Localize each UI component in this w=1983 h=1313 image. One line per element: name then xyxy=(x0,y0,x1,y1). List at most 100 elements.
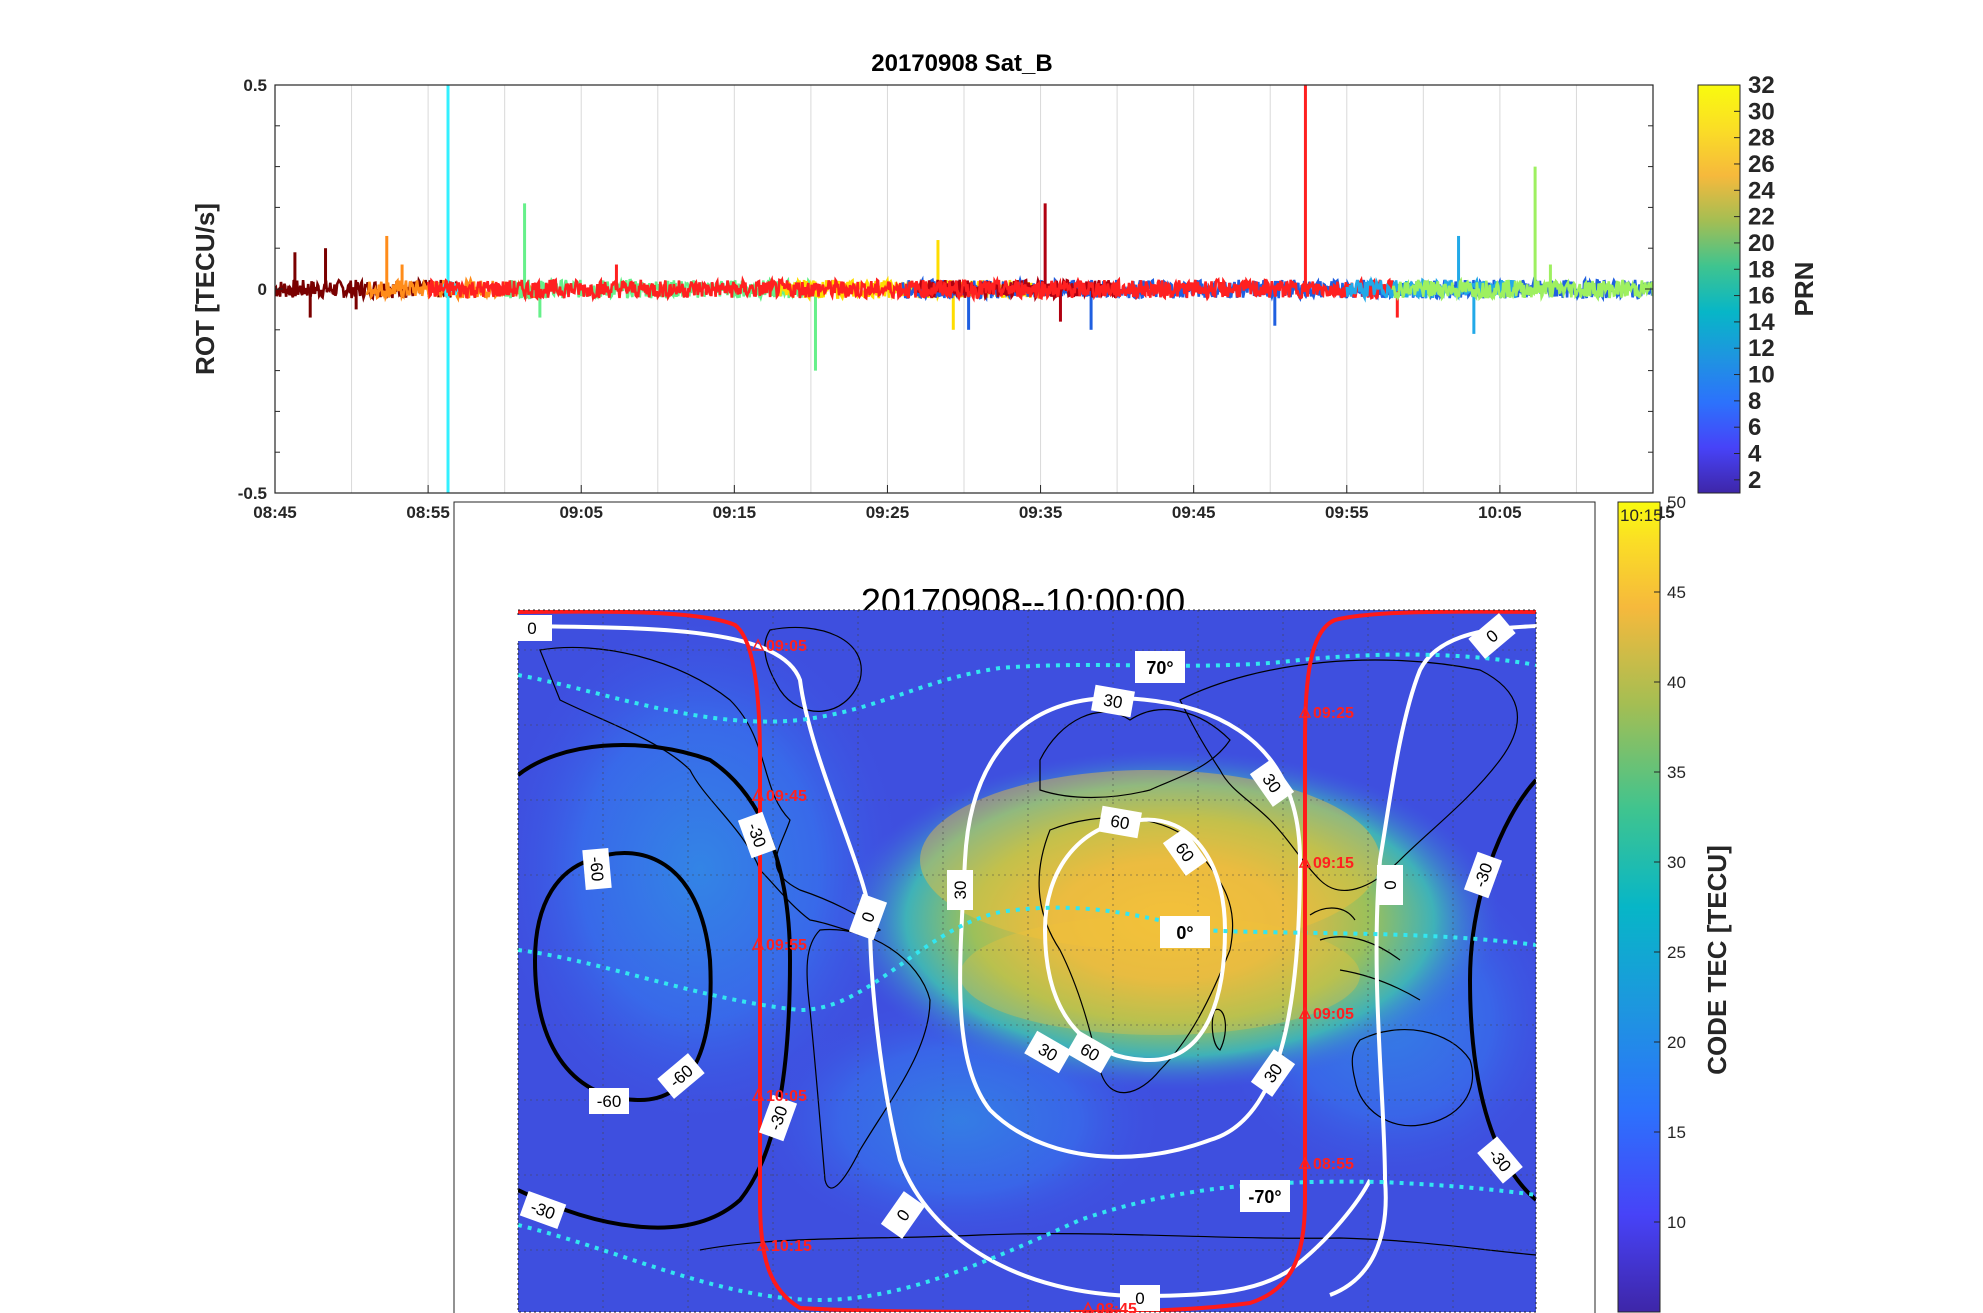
track-marker xyxy=(1298,705,1312,718)
rot-y-tick-label: 0.5 xyxy=(243,76,267,95)
rot-series-7 xyxy=(426,275,1394,303)
contour-label-white-box xyxy=(1162,828,1208,876)
maglat-70-north xyxy=(518,652,1536,724)
latitude-labels: 70° 0° -70° xyxy=(1135,651,1290,1212)
contour-label-white-text: 60 xyxy=(1109,811,1131,833)
rot-y-tick-label: 0 xyxy=(258,280,267,299)
track-marker xyxy=(1298,1156,1312,1169)
contour-label-black: -60 xyxy=(589,1088,629,1114)
track-time-labels: 09:05 09:45 09:55 10:05 10:15 08:45 08:55 09:05… xyxy=(751,638,1354,1313)
prn-colorbar-fill xyxy=(1697,84,1741,494)
rot-x-tick-label: 09:35 xyxy=(1019,503,1062,522)
prn-tick-label: 14 xyxy=(1748,309,1775,336)
prn-colorbar-label: PRN xyxy=(1789,262,1819,317)
rot-title: 20170908 Sat_B xyxy=(871,50,1052,77)
contour-white-60 xyxy=(1042,817,1228,1063)
tec-tick-label: 45 xyxy=(1667,583,1686,602)
contour-label-white-box xyxy=(1120,1285,1160,1311)
track-time-label: 09:05 xyxy=(1313,1006,1354,1023)
contour-label-black: -30 xyxy=(519,1190,567,1230)
prn-tick-label: 18 xyxy=(1748,256,1775,283)
lat-label: -70° xyxy=(1248,1187,1281,1207)
track-time-label: 08:55 xyxy=(1313,1156,1354,1173)
tec-tick-label: 25 xyxy=(1667,943,1686,962)
rot-ylabel: ROT [TECU/s] xyxy=(190,203,220,375)
rot-y-ticks: -0.5 0 0.5 xyxy=(238,76,1653,503)
contour-label-white-text: 0 xyxy=(1381,880,1400,889)
magnetic-latitude-lines xyxy=(518,652,1536,1303)
contour-label-black: -30 xyxy=(758,1094,798,1142)
tec-tick-label: 10 xyxy=(1667,1213,1686,1232)
tec-colorbar-ticks: 10 15 20 25 30 35 40 45 50 xyxy=(1654,493,1686,1232)
rot-series-5 xyxy=(901,275,1653,303)
contour-label-white-box xyxy=(1024,1030,1072,1074)
rot-x-tick-label: 09:15 xyxy=(713,503,756,522)
graticule xyxy=(518,610,1536,1312)
track-time-label: 09:55 xyxy=(766,937,807,954)
rot-x-tick-label: 09:05 xyxy=(559,503,602,522)
contour-label-white: 30 xyxy=(1250,1049,1296,1097)
contour-label-white-text: 30 xyxy=(951,881,970,900)
rot-x-tick-label: 08:55 xyxy=(406,503,449,522)
lat-label: 70° xyxy=(1146,658,1173,678)
contour-label-white: 60 xyxy=(1098,805,1142,839)
contour-white-30 xyxy=(958,695,1303,1159)
rot-x-tick-label: 08:45 xyxy=(253,503,296,522)
track-marker xyxy=(1298,855,1312,868)
contour-label-white-box xyxy=(1098,805,1142,839)
coast-antarctica xyxy=(699,1232,1536,1256)
rot-series-group xyxy=(275,85,1653,493)
prn-tick-label: 8 xyxy=(1748,388,1761,415)
contour-label-white: 0 xyxy=(880,1191,926,1239)
lat-label: 0° xyxy=(1176,923,1193,943)
tec-colorbar-fill xyxy=(1617,501,1661,1313)
prn-tick-label: 4 xyxy=(1748,441,1762,468)
contour-label-white-box xyxy=(880,1191,926,1239)
contour-label-white: 60 xyxy=(1162,828,1208,876)
rot-x-tick-label: 09:55 xyxy=(1325,503,1368,522)
contour-label-black-box xyxy=(1463,851,1503,899)
prn-tick-label: 28 xyxy=(1748,125,1775,152)
contour-black-minus60-west xyxy=(532,851,713,1103)
prn-tick-label: 16 xyxy=(1748,283,1775,310)
contour-label-white-text: 0 xyxy=(527,619,536,638)
contour-label-black-box xyxy=(758,1094,798,1142)
contour-label-white: 30 xyxy=(1249,759,1295,807)
prn-tick-label: 22 xyxy=(1748,204,1775,231)
prn-tick-label: 30 xyxy=(1748,98,1775,125)
track-time-label: 09:15 xyxy=(1313,855,1354,872)
contour-label-black: -60 xyxy=(582,847,612,891)
contour-label-white-box xyxy=(1091,684,1135,718)
lat-label-box xyxy=(1240,1180,1290,1212)
map-panel: 20170908--10:00:00 xyxy=(453,493,1732,1313)
contour-label-black-box xyxy=(519,1190,567,1230)
contour-label-black-text: -60 xyxy=(597,1092,622,1111)
tec-tick-label: 40 xyxy=(1667,673,1686,692)
satellite-tracks xyxy=(518,610,1536,1312)
contour-label-white-text: 0 xyxy=(1135,1289,1144,1308)
contour-label-white: 0 xyxy=(848,893,888,941)
contour-white-0-west xyxy=(518,624,1372,1299)
prn-tick-label: 26 xyxy=(1748,151,1775,178)
track-marker xyxy=(751,638,765,651)
track-time-label: 09:45 xyxy=(766,788,807,805)
contour-label-white-box xyxy=(512,615,552,641)
contour-label-black-text: -60 xyxy=(586,856,607,882)
contour-label-white: 0 xyxy=(1120,1285,1160,1311)
track-marker xyxy=(1082,1301,1094,1313)
track-time-label: 10:05 xyxy=(766,1088,807,1105)
lat-label-box xyxy=(1160,916,1210,948)
prn-tick-label: 12 xyxy=(1748,335,1775,362)
rot-y-tick-label: -0.5 xyxy=(238,484,267,503)
track-descending xyxy=(518,610,1031,1312)
contour-label-black-box xyxy=(1477,1136,1523,1184)
contour-label-white-box xyxy=(947,870,973,910)
contour-label-white-box xyxy=(1250,1049,1296,1097)
coast-greenland xyxy=(764,626,862,712)
track-marker xyxy=(751,788,765,801)
track-marker xyxy=(1298,1006,1312,1019)
tec-tick-label: 15 xyxy=(1667,1123,1686,1142)
lat-label-box xyxy=(1135,651,1185,683)
